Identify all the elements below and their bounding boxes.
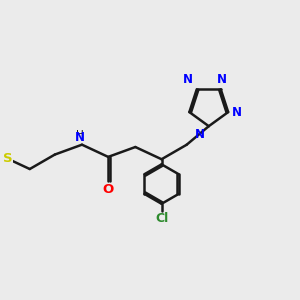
Text: Cl: Cl — [155, 212, 168, 225]
Text: N: N — [195, 128, 206, 141]
Text: N: N — [183, 73, 194, 86]
Text: N: N — [232, 106, 242, 118]
Text: N: N — [75, 131, 85, 144]
Text: S: S — [3, 152, 12, 165]
Text: O: O — [103, 183, 114, 196]
Text: H: H — [76, 130, 84, 140]
Text: N: N — [216, 73, 226, 86]
